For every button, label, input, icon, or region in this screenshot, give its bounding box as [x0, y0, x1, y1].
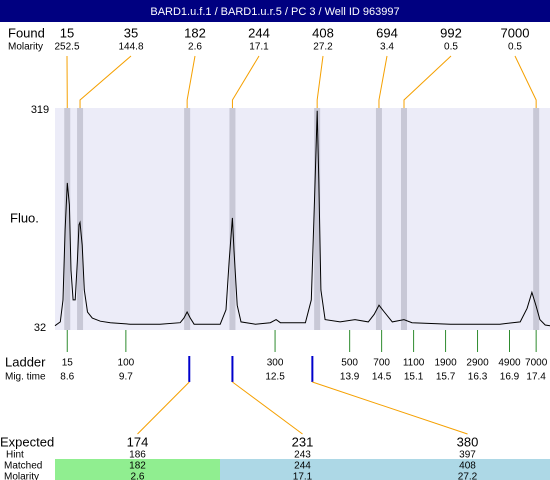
- matched-size: 408: [459, 461, 476, 472]
- found-size: 35: [124, 25, 138, 40]
- ladder-time: 15.1: [404, 372, 424, 383]
- expected-leader: [312, 381, 468, 435]
- mig-time-label: Mig. time: [5, 372, 46, 383]
- peak-band: [184, 108, 191, 330]
- ladder-time: 16.3: [468, 372, 488, 383]
- ladder-size: 300: [267, 358, 284, 369]
- ladder-size: 1100: [403, 358, 425, 369]
- ladder-time: 14.5: [372, 372, 392, 383]
- matched-molarity: 27.2: [458, 472, 478, 480]
- ladder-time: 16.9: [500, 372, 520, 383]
- matched-label: Matched: [4, 461, 42, 472]
- ladder-size: 1900: [434, 358, 457, 369]
- chart-title: BARD1.u.f.1 / BARD1.u.r.5 / PC 3 / Well …: [150, 6, 399, 18]
- found-label: Found: [8, 25, 45, 40]
- ladder-time: 12.5: [265, 372, 285, 383]
- peak-leader: [316, 55, 324, 108]
- ladder-size: 700: [373, 358, 390, 369]
- ladder-label: Ladder: [5, 354, 46, 369]
- hint-label: Hint: [6, 450, 24, 461]
- hint-size: 186: [129, 450, 146, 461]
- found-molarity: 17.1: [249, 42, 269, 53]
- found-size: 244: [248, 25, 270, 40]
- peak-leader: [378, 55, 388, 108]
- found-molarity: 2.6: [188, 42, 202, 53]
- peak-band: [533, 108, 540, 330]
- peak-band: [375, 108, 382, 330]
- peak-band: [401, 108, 408, 330]
- molarity-label: Molarity: [4, 472, 39, 480]
- expected-leader: [137, 381, 190, 435]
- peak-band: [314, 108, 321, 330]
- ladder-size: 2900: [466, 358, 489, 369]
- found-molarity: 0.5: [508, 42, 522, 53]
- matched-cell: [220, 459, 385, 480]
- found-size: 408: [312, 25, 334, 40]
- y-axis-label: Fluo.: [10, 210, 39, 225]
- expected-size: 231: [292, 434, 314, 449]
- ladder-time: 8.6: [60, 372, 74, 383]
- peak-leader: [79, 55, 132, 108]
- found-molarity: 3.4: [380, 42, 394, 53]
- peak-leader: [231, 55, 260, 108]
- hint-size: 243: [294, 450, 311, 461]
- found-molarity: 144.8: [118, 42, 143, 53]
- expected-size: 380: [457, 434, 479, 449]
- matched-size: 244: [294, 461, 311, 472]
- molarity-label: Molarity: [8, 42, 43, 53]
- found-molarity: 252.5: [54, 42, 79, 53]
- peak-leader: [514, 55, 537, 108]
- matched-size: 182: [129, 461, 146, 472]
- matched-molarity: 17.1: [293, 472, 313, 480]
- plot-area: [55, 108, 550, 330]
- trace: [54, 110, 550, 327]
- expected-size: 174: [127, 434, 149, 449]
- found-size: 992: [440, 25, 462, 40]
- ladder-time: 9.7: [119, 372, 133, 383]
- expected-label: Expected: [0, 434, 54, 449]
- ladder-time: 17.4: [526, 372, 546, 383]
- ladder-size: 4900: [498, 358, 521, 369]
- peak-band: [77, 108, 84, 330]
- matched-cell: [55, 459, 220, 480]
- expected-leader: [232, 381, 303, 435]
- found-molarity: 0.5: [444, 42, 458, 53]
- matched-molarity: 2.6: [131, 472, 145, 480]
- ladder-size: 15: [62, 358, 74, 369]
- header-bar: [0, 0, 550, 22]
- matched-cell: [385, 459, 550, 480]
- ladder-size: 500: [341, 358, 358, 369]
- ladder-time: 15.7: [436, 372, 456, 383]
- found-size: 15: [60, 25, 74, 40]
- peak-leader: [186, 55, 196, 108]
- found-size: 694: [376, 25, 398, 40]
- ladder-size: 100: [118, 358, 135, 369]
- found-size: 7000: [501, 25, 530, 40]
- hint-size: 397: [459, 450, 476, 461]
- ladder-size: 7000: [525, 358, 548, 369]
- found-size: 182: [184, 25, 206, 40]
- peak-band: [64, 108, 71, 330]
- peak-leader: [403, 55, 452, 108]
- ladder-time: 13.9: [340, 372, 360, 383]
- y-tick-label: 319: [31, 104, 49, 116]
- y-tick-label: 32: [34, 322, 46, 334]
- found-molarity: 27.2: [313, 42, 333, 53]
